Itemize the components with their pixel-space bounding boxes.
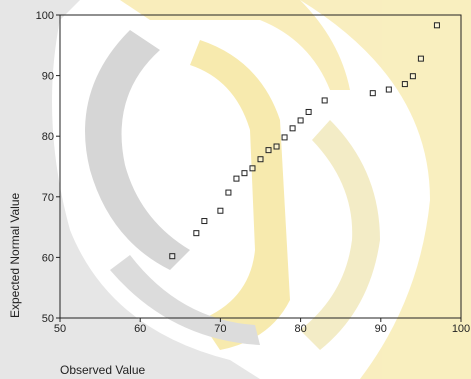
x-axis-title: Observed Value [60,363,145,377]
data-point [385,86,392,93]
data-point [417,55,424,62]
data-point [297,117,304,124]
x-tick-label: 50 [54,323,66,335]
y-tick-label: 60 [42,252,54,264]
data-point [409,73,416,80]
data-point [321,97,328,104]
data-point [305,108,312,115]
y-tick-label: 80 [42,131,54,143]
data-point [241,170,248,177]
y-tick-label: 100 [36,10,54,22]
data-point [273,143,280,150]
x-tick-label: 60 [134,323,146,335]
data-point [257,156,264,163]
data-point [265,147,272,154]
data-points [169,22,440,260]
data-point [369,90,376,97]
x-tick-label: 100 [452,323,470,335]
y-tick-label: 70 [42,192,54,204]
data-point [401,81,408,88]
data-point [289,125,296,132]
tick-marks: 50 60 70 80 90 100 50 60 70 80 90 100 [36,10,471,335]
data-point [225,189,232,196]
y-tick-label: 50 [42,313,54,325]
data-point [281,134,288,141]
x-tick-label: 90 [375,323,387,335]
y-tick-label: 90 [42,71,54,83]
axes [59,14,462,319]
data-point [249,165,256,172]
data-point [201,218,208,225]
data-point [169,253,176,260]
plot-frame [59,14,462,319]
y-axis-title: Expected Normal Value [8,193,22,319]
data-point [217,207,224,214]
x-tick-label: 80 [294,323,306,335]
data-point [233,175,240,182]
data-point [193,230,200,237]
data-point [433,22,440,29]
x-tick-label: 70 [214,323,226,335]
